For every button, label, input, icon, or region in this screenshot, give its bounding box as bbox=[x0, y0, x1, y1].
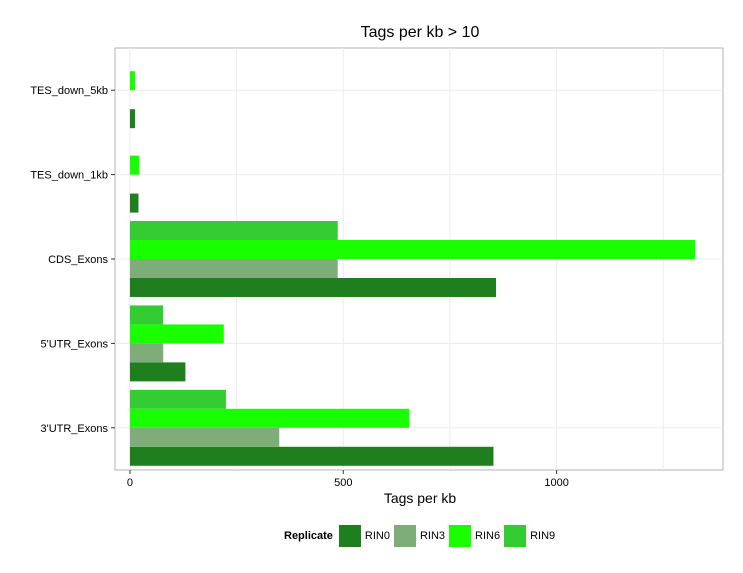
bar-rin3 bbox=[129, 343, 164, 363]
legend-label-rin0: RIN0 bbox=[364, 530, 390, 542]
bar-rin6 bbox=[129, 324, 224, 344]
bars bbox=[129, 71, 696, 466]
y-axis: 3'UTR_Exons 5'UTR_Exons CDS_Exons TES_down_… bbox=[30, 85, 115, 435]
x-tick-label: 500 bbox=[334, 477, 352, 489]
bar-rin9 bbox=[129, 305, 164, 325]
bar-rin3 bbox=[129, 427, 280, 447]
legend-title: Replicate bbox=[284, 530, 333, 542]
legend-item-rin3: RIN3 bbox=[393, 525, 446, 547]
chart-title: Tags per kb > 10 bbox=[361, 24, 480, 41]
x-tick-label: 1000 bbox=[544, 477, 568, 489]
bar-rin0 bbox=[129, 362, 186, 382]
y-tick-label: CDS_Exons bbox=[48, 254, 108, 266]
bar-rin0 bbox=[129, 446, 494, 466]
legend: Replicate RIN0 RIN3 RIN6 RIN9 bbox=[284, 522, 559, 550]
legend-label-rin9: RIN9 bbox=[530, 530, 556, 542]
bar-chart: Tags per kb > 10 3'UTR_Exons 5'UTR_Exons C… bbox=[30, 24, 724, 506]
bar-rin0 bbox=[129, 277, 497, 297]
y-tick-label: TES_down_1kb bbox=[30, 170, 108, 182]
x-tick-label: 0 bbox=[127, 477, 133, 489]
legend-label-rin3: RIN3 bbox=[419, 530, 446, 542]
bar-rin9 bbox=[129, 221, 338, 241]
bar-rin9 bbox=[129, 389, 226, 409]
legend-swatch-rin6 bbox=[449, 525, 472, 547]
legend-swatch-rin0 bbox=[338, 525, 361, 547]
y-tick-label: 5'UTR_Exons bbox=[40, 338, 108, 350]
bar-rin6 bbox=[129, 408, 410, 428]
x-axis-title: Tags per kb bbox=[384, 490, 457, 506]
legend-item-rin0: RIN0 bbox=[338, 525, 390, 547]
bar-rin6 bbox=[129, 240, 696, 259]
y-tick-label: 3'UTR_Exons bbox=[40, 423, 108, 435]
bar-rin3 bbox=[129, 259, 338, 278]
bar-rin6 bbox=[129, 155, 140, 175]
bar-rin0 bbox=[129, 109, 136, 129]
bar-rin6 bbox=[129, 71, 136, 91]
legend-label-rin6: RIN6 bbox=[475, 530, 501, 542]
bar-rin0 bbox=[129, 193, 139, 213]
legend-item-rin6: RIN6 bbox=[449, 525, 500, 547]
x-axis: 0 500 1000 bbox=[127, 470, 569, 489]
legend-swatch-rin3 bbox=[393, 525, 416, 547]
legend-swatch-rin9 bbox=[504, 525, 527, 547]
y-tick-label: TES_down_5kb bbox=[30, 85, 108, 97]
legend-item-rin9: RIN9 bbox=[504, 525, 555, 547]
